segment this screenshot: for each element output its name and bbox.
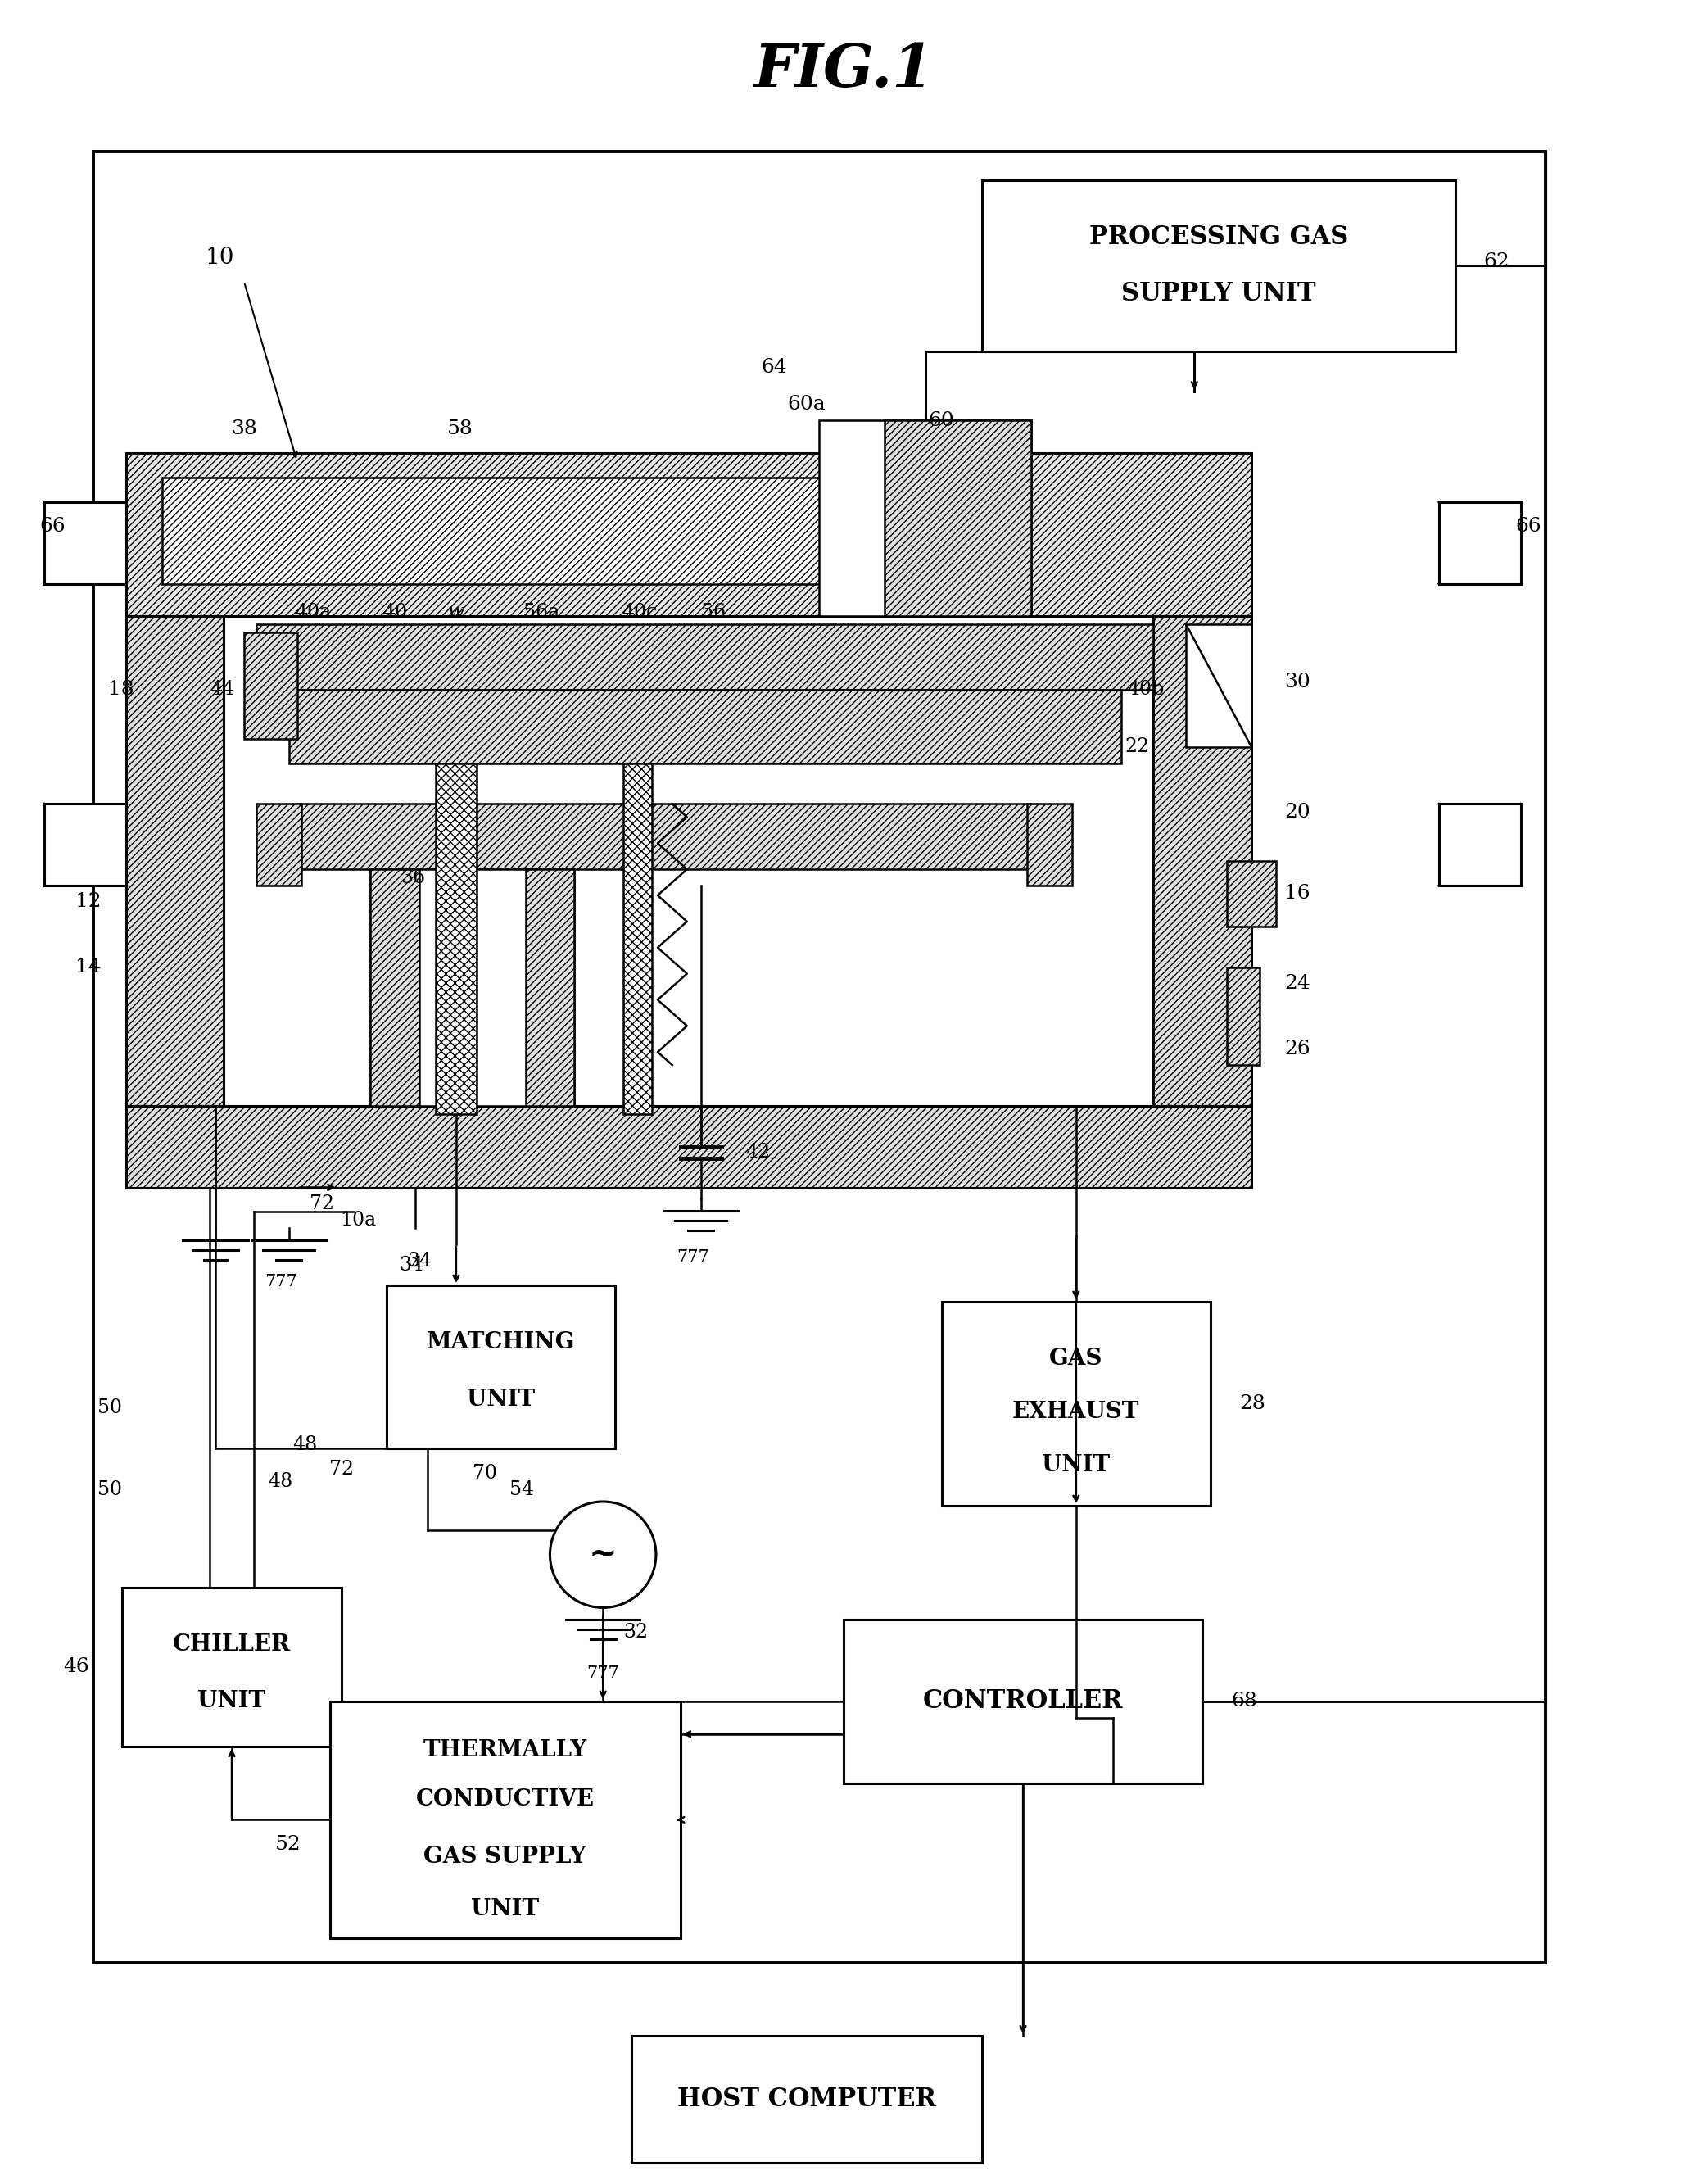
Bar xyxy=(387,1286,614,1448)
Text: HOST COMPUTER: HOST COMPUTER xyxy=(677,2086,937,2112)
Text: 62: 62 xyxy=(1484,251,1511,271)
Text: 60: 60 xyxy=(928,411,954,430)
Bar xyxy=(1026,804,1072,885)
Bar xyxy=(122,1588,343,1747)
Text: 32: 32 xyxy=(623,1623,648,1642)
Text: UNIT: UNIT xyxy=(1041,1455,1111,1476)
Text: 40b: 40b xyxy=(1128,681,1165,699)
Text: 64: 64 xyxy=(761,358,787,378)
Bar xyxy=(223,616,1153,1188)
Text: 68: 68 xyxy=(1231,1693,1258,1710)
Bar xyxy=(631,2035,982,2162)
Text: UNIT: UNIT xyxy=(471,1898,538,1920)
Bar xyxy=(329,1701,680,1937)
Text: 34: 34 xyxy=(407,1251,432,1271)
Bar xyxy=(1227,860,1276,926)
Text: ~: ~ xyxy=(589,1538,618,1572)
Bar xyxy=(44,502,127,583)
Text: 72: 72 xyxy=(309,1195,334,1212)
Text: PROCESSING GAS: PROCESSING GAS xyxy=(1089,225,1349,249)
Bar xyxy=(1187,625,1251,747)
Bar xyxy=(44,804,127,885)
Text: 40: 40 xyxy=(383,603,407,622)
Text: CHILLER: CHILLER xyxy=(172,1634,290,1655)
Text: 48: 48 xyxy=(292,1435,317,1455)
Bar xyxy=(1153,616,1251,1105)
Text: 10a: 10a xyxy=(341,1210,376,1230)
Bar xyxy=(1440,502,1521,583)
Bar xyxy=(93,151,1545,1963)
Bar xyxy=(245,633,297,738)
Text: 20: 20 xyxy=(1285,804,1310,821)
Text: 36: 36 xyxy=(400,867,425,887)
Text: UNIT: UNIT xyxy=(468,1389,535,1411)
Bar xyxy=(1227,968,1259,1066)
Bar xyxy=(370,869,419,1105)
Text: 10: 10 xyxy=(204,247,235,269)
Text: 30: 30 xyxy=(1285,673,1310,690)
Text: 34: 34 xyxy=(398,1256,424,1275)
Text: 12: 12 xyxy=(76,893,101,911)
Bar xyxy=(525,869,574,1105)
Text: 16: 16 xyxy=(1285,885,1310,904)
Text: 44: 44 xyxy=(209,681,235,699)
Text: 70: 70 xyxy=(473,1463,496,1483)
Text: THERMALLY: THERMALLY xyxy=(424,1738,587,1762)
Text: 38: 38 xyxy=(231,419,257,439)
Text: 18: 18 xyxy=(108,681,133,699)
Text: 777: 777 xyxy=(677,1249,709,1265)
Bar xyxy=(127,1105,1251,1188)
Text: 50: 50 xyxy=(98,1398,122,1417)
Bar xyxy=(885,422,1031,616)
Bar xyxy=(257,625,1153,690)
Bar xyxy=(162,478,888,583)
Text: UNIT: UNIT xyxy=(197,1690,265,1712)
Text: 60a: 60a xyxy=(788,395,825,413)
Bar xyxy=(127,616,223,1105)
Text: 14: 14 xyxy=(76,959,101,976)
Text: 40c: 40c xyxy=(621,603,657,622)
Bar xyxy=(297,804,1031,869)
Bar xyxy=(289,690,1121,762)
Text: GAS: GAS xyxy=(1050,1348,1102,1369)
Text: 42: 42 xyxy=(746,1142,770,1162)
Text: 66: 66 xyxy=(39,518,66,535)
Text: 777: 777 xyxy=(587,1664,619,1682)
Text: 22: 22 xyxy=(1124,738,1150,756)
Circle shape xyxy=(550,1503,657,1607)
Text: w: w xyxy=(447,603,464,622)
Bar xyxy=(370,869,574,1105)
Bar xyxy=(623,762,652,1114)
Text: EXHAUST: EXHAUST xyxy=(1013,1400,1139,1424)
Text: 54: 54 xyxy=(510,1481,533,1498)
Text: 50: 50 xyxy=(98,1481,122,1498)
Bar xyxy=(844,1621,1202,1782)
Bar xyxy=(942,1302,1210,1505)
Text: 52: 52 xyxy=(275,1835,300,1854)
Bar xyxy=(257,804,300,885)
Bar xyxy=(819,422,1031,616)
Text: CONDUCTIVE: CONDUCTIVE xyxy=(415,1789,594,1811)
Text: 28: 28 xyxy=(1239,1393,1266,1413)
Text: 56a: 56a xyxy=(523,603,560,622)
Text: 56: 56 xyxy=(701,603,726,622)
Text: MATCHING: MATCHING xyxy=(427,1332,576,1354)
Text: 58: 58 xyxy=(447,419,473,439)
Text: CONTROLLER: CONTROLLER xyxy=(923,1688,1123,1714)
Text: 46: 46 xyxy=(62,1658,89,1675)
Text: 72: 72 xyxy=(329,1459,354,1479)
Text: GAS SUPPLY: GAS SUPPLY xyxy=(424,1845,586,1867)
Text: 48: 48 xyxy=(268,1472,294,1492)
Text: 66: 66 xyxy=(1516,518,1541,535)
Bar xyxy=(1440,804,1521,885)
Bar xyxy=(127,452,1251,616)
Text: FIG.1: FIG.1 xyxy=(755,41,933,98)
Text: 777: 777 xyxy=(265,1273,297,1289)
Text: 24: 24 xyxy=(1285,974,1310,994)
Bar xyxy=(982,179,1455,352)
Text: SUPPLY UNIT: SUPPLY UNIT xyxy=(1121,282,1317,306)
Bar xyxy=(436,762,476,1114)
Text: 40a: 40a xyxy=(295,603,331,622)
Text: 26: 26 xyxy=(1285,1040,1310,1059)
